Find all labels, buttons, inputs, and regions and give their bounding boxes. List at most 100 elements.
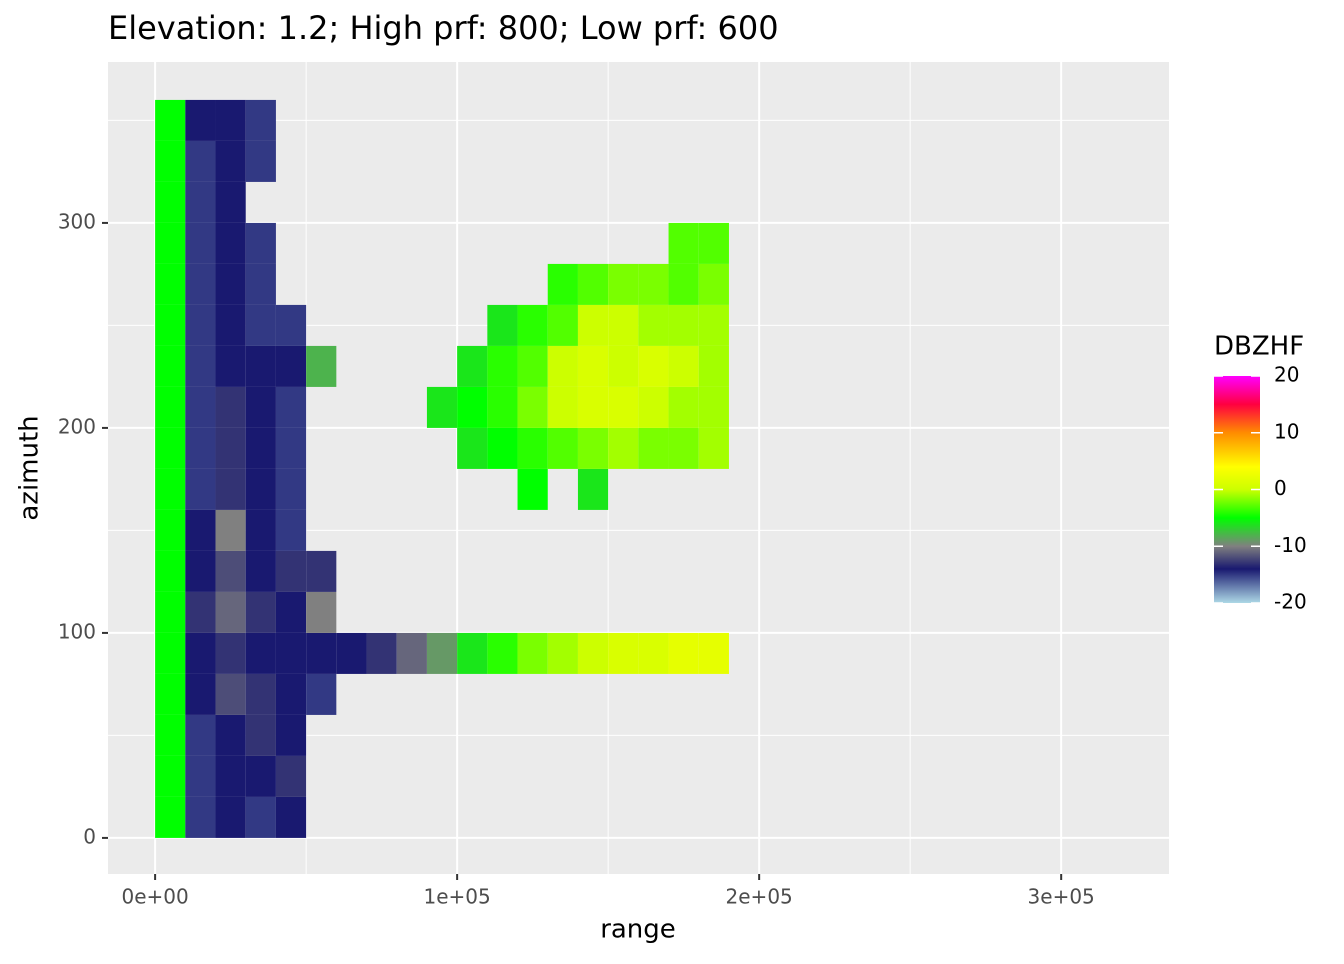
- cell: [457, 427, 488, 469]
- cell: [517, 386, 548, 428]
- cell: [185, 591, 216, 633]
- cell: [306, 345, 337, 387]
- cell: [215, 673, 246, 715]
- cell: [275, 714, 307, 756]
- x-tick-label: 3e+05: [1028, 885, 1095, 909]
- cell: [517, 468, 548, 510]
- cell: [275, 673, 307, 715]
- cell: [698, 345, 729, 387]
- cell: [638, 304, 669, 346]
- cell: [245, 386, 276, 428]
- cell: [577, 304, 609, 346]
- y-tick-label: 100: [58, 619, 96, 643]
- cell: [215, 591, 246, 633]
- cell: [215, 181, 246, 223]
- cell: [275, 755, 307, 797]
- cell: [517, 427, 548, 469]
- cell: [457, 632, 488, 674]
- cell: [275, 591, 307, 633]
- cell: [608, 304, 639, 346]
- cell: [245, 714, 276, 756]
- cell: [215, 427, 246, 469]
- cell: [155, 345, 186, 387]
- cell: [215, 140, 246, 182]
- cell: [577, 263, 609, 305]
- cell: [487, 427, 518, 469]
- y-tick-label: 0: [83, 824, 96, 848]
- cell: [577, 345, 609, 387]
- cell: [698, 304, 729, 346]
- cell: [275, 427, 307, 469]
- x-tick-label: 0e+00: [121, 885, 188, 909]
- cell: [185, 140, 216, 182]
- cell: [215, 304, 246, 346]
- cell: [275, 509, 307, 551]
- cell: [155, 263, 186, 305]
- cell: [668, 632, 699, 674]
- cell: [396, 632, 427, 674]
- cell: [155, 755, 186, 797]
- cell: [185, 632, 216, 674]
- cell: [275, 796, 307, 838]
- cell: [668, 263, 699, 305]
- cell: [577, 468, 609, 510]
- cell: [547, 427, 578, 469]
- cell: [577, 386, 609, 428]
- cell: [457, 386, 488, 428]
- x-tick-label: 2e+05: [726, 885, 793, 909]
- cell: [245, 304, 276, 346]
- cell: [155, 99, 186, 141]
- cell: [185, 427, 216, 469]
- cell: [517, 304, 548, 346]
- cell: [245, 140, 276, 182]
- cell: [698, 427, 729, 469]
- legend-tick-label: 20: [1274, 363, 1299, 387]
- legend-tick-label: 10: [1274, 419, 1299, 443]
- cell: [608, 632, 639, 674]
- cell: [608, 386, 639, 428]
- cell: [155, 632, 186, 674]
- cell: [487, 632, 518, 674]
- cell: [547, 345, 578, 387]
- cell: [517, 632, 548, 674]
- cell: [245, 796, 276, 838]
- cell: [608, 263, 639, 305]
- x-axis-label: range: [600, 915, 676, 945]
- cell: [155, 181, 186, 223]
- cell: [638, 386, 669, 428]
- cell: [215, 509, 246, 551]
- cell: [547, 263, 578, 305]
- cell: [185, 304, 216, 346]
- cell: [245, 427, 276, 469]
- legend-tick-label: -20: [1274, 590, 1307, 614]
- cell: [638, 345, 669, 387]
- cell: [185, 181, 216, 223]
- cell: [698, 263, 729, 305]
- cell: [668, 304, 699, 346]
- cell: [215, 99, 246, 141]
- cell: [185, 509, 216, 551]
- cell: [155, 509, 186, 551]
- cell: [366, 632, 397, 674]
- cell: [215, 796, 246, 838]
- cell: [638, 427, 669, 469]
- cell: [608, 427, 639, 469]
- cell: [487, 304, 518, 346]
- cell: [275, 386, 307, 428]
- cell: [245, 222, 276, 264]
- cell: [698, 386, 729, 428]
- cell: [185, 714, 216, 756]
- cell: [638, 632, 669, 674]
- legend-tick-label: 0: [1274, 476, 1287, 500]
- cell: [517, 345, 548, 387]
- cell: [155, 550, 186, 592]
- cell: [306, 550, 337, 592]
- cell: [245, 550, 276, 592]
- cell: [155, 591, 186, 633]
- y-axis-label: azimuth: [15, 415, 45, 520]
- cell: [155, 304, 186, 346]
- cell: [185, 673, 216, 715]
- cell: [215, 714, 246, 756]
- cell: [426, 632, 458, 674]
